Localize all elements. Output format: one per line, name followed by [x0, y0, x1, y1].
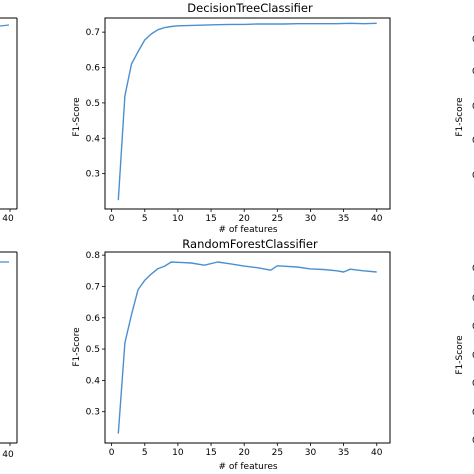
y-axis-label: F1-Score [72, 327, 82, 367]
y-tick-label: 0.5 [86, 99, 100, 109]
y-tick-label-partial: 0 [472, 102, 474, 112]
y-tick-label: 0.7 [86, 28, 100, 38]
plot-frame [104, 17, 391, 210]
series-group [117, 261, 377, 434]
panel-right-top-partial: F1-Score 0 0 0 0 0 [455, 35, 474, 181]
x-tick-label: 25 [272, 214, 283, 224]
y-tick-label-partial: 0 [472, 67, 474, 77]
y-tick-label: 0.6 [86, 64, 101, 74]
y-axis-label: F1-Score [455, 335, 465, 375]
panel-decisiontree: DecisionTreeClassifier 0 5 10 15 20 25 30 35 40 … [72, 1, 391, 235]
series-line [117, 22, 377, 201]
y-tick-label: 0.7 [86, 282, 100, 292]
x-tick-label: 40 [2, 450, 14, 460]
x-tick-label: 35 [338, 214, 349, 224]
y-axis-label: F1-Score [455, 97, 465, 137]
panel-left-bottom-partial: 40 [0, 251, 18, 460]
x-axis-label: # of features [218, 462, 277, 472]
chart-title: DecisionTreeClassifier [187, 1, 313, 15]
x-tick-label: 40 [371, 214, 383, 224]
x-tick-label: 5 [142, 448, 148, 458]
y-tick-label: 0.4 [86, 376, 101, 386]
series-group [117, 22, 377, 201]
x-tick-label: 10 [172, 214, 184, 224]
y-tick-label-partial: 0 [472, 351, 474, 361]
x-tick-label: 25 [272, 448, 283, 458]
panel-right-bottom-partial: F1-Score 0 0 0 0 0 0 0 [455, 264, 474, 446]
y-tick-label-partial: 0 [472, 294, 474, 304]
y-tick-label-partial: 0 [472, 35, 474, 45]
y-tick-label-partial: 0 [472, 408, 474, 418]
panel-randomforest: RandomForestClassifier 0 5 10 15 20 25 30 35 40 … [72, 237, 391, 472]
y-tick-label-partial: 0 [472, 171, 474, 181]
series-line [0, 24, 10, 27]
y-axis-label: F1-Score [72, 97, 82, 137]
x-axis: 0 5 10 15 20 25 30 35 40 [109, 209, 383, 224]
x-tick-label: 15 [205, 448, 216, 458]
y-axis: 0.3 0.4 0.5 0.6 0.7 0.8 [86, 251, 105, 418]
panel-left-top-partial: 40 [0, 17, 18, 224]
plot-frame [104, 251, 391, 444]
x-axis: 0 5 10 15 20 25 30 35 40 [109, 443, 383, 458]
series-line [117, 261, 377, 434]
y-tick-label: 0.3 [86, 170, 100, 180]
chart-title: RandomForestClassifier [182, 237, 318, 251]
x-tick-label: 10 [172, 448, 184, 458]
x-tick-label: 20 [238, 214, 250, 224]
x-tick-label: 35 [338, 448, 349, 458]
x-axis-label: # of features [218, 225, 277, 235]
y-tick-label: 0.3 [86, 408, 100, 418]
x-tick-label: 30 [305, 214, 317, 224]
y-tick-label-partial: 0 [472, 322, 474, 332]
x-tick-label: 40 [2, 214, 14, 224]
y-tick-label-partial: 0 [472, 136, 474, 146]
y-tick-label: 0.8 [86, 251, 101, 261]
y-tick-label: 0.4 [86, 134, 101, 144]
x-tick-label: 40 [371, 448, 383, 458]
x-tick-label: 0 [109, 448, 115, 458]
x-tick-label: 30 [305, 448, 317, 458]
y-tick-label: 0.5 [86, 345, 100, 355]
y-tick-label: 0.6 [86, 314, 101, 324]
x-tick-label: 15 [205, 214, 216, 224]
x-tick-label: 5 [142, 214, 148, 224]
y-tick-label-partial: 0 [472, 379, 474, 389]
x-tick-label: 0 [109, 214, 115, 224]
y-axis: 0.3 0.4 0.5 0.6 0.7 [86, 28, 105, 180]
y-tick-label-partial: 0 [472, 264, 474, 274]
x-tick-label: 20 [238, 448, 250, 458]
y-tick-label-partial: 0 [472, 436, 474, 446]
